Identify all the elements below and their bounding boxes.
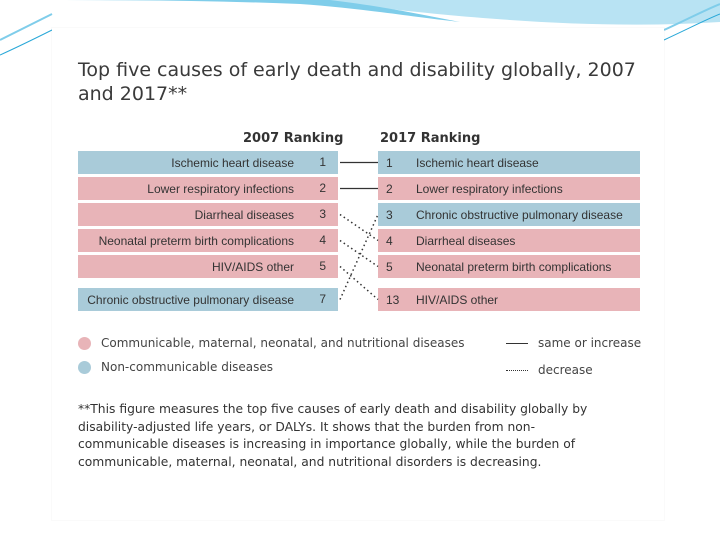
right-item-1: 1 Ischemic heart disease <box>378 151 640 174</box>
right-item-label: Diarrheal diseases <box>416 233 516 248</box>
legend-communicable-label: Communicable, maternal, neonatal, and nu… <box>101 336 465 350</box>
right-item-2: 2 Lower respiratory infections <box>378 177 640 200</box>
left-item-label: HIV/AIDS other <box>211 259 294 274</box>
left-item-2: Lower respiratory infections 2 <box>78 177 338 200</box>
left-item-rank: 4 <box>319 233 326 247</box>
left-item-3: Diarrheal diseases 3 <box>78 203 338 226</box>
right-item-3: 3 Chronic obstructive pulmonary disease <box>378 203 640 226</box>
right-item-rank: 13 <box>386 292 400 307</box>
left-item-1: Ischemic heart disease 1 <box>78 151 338 174</box>
right-item-rank: 2 <box>386 181 393 196</box>
legend-same-or-increase-label: same or increase <box>538 336 642 350</box>
left-item-6: Chronic obstructive pulmonary disease 7 <box>78 288 338 311</box>
dotted-line-sample <box>506 369 528 371</box>
left-item-rank: 2 <box>319 181 326 195</box>
right-item-rank: 5 <box>386 259 393 274</box>
legend-communicable: Communicable, maternal, neonatal, and nu… <box>78 336 465 350</box>
right-item-rank: 4 <box>386 233 393 248</box>
right-item-label: Chronic obstructive pulmonary disease <box>416 207 623 222</box>
right-item-6: 13 HIV/AIDS other <box>378 288 640 311</box>
right-item-label: Lower respiratory infections <box>416 181 563 196</box>
right-item-label: HIV/AIDS other <box>416 292 499 307</box>
left-item-rank: 3 <box>319 207 326 221</box>
legend-decrease: decrease <box>506 363 593 377</box>
diagram-title: Top five causes of early death and disab… <box>78 59 636 105</box>
legend-decrease-label: decrease <box>538 363 593 377</box>
right-item-rank: 1 <box>386 155 393 170</box>
left-column-header: 2007 Ranking <box>243 131 344 146</box>
legend-same-or-increase: same or increase <box>506 336 641 350</box>
right-item-4: 4 Diarrheal diseases <box>378 229 640 252</box>
right-item-rank: 3 <box>386 207 393 222</box>
left-item-rank: 5 <box>319 259 326 273</box>
left-item-label: Ischemic heart disease <box>171 155 294 170</box>
left-item-label: Lower respiratory infections <box>147 181 294 196</box>
footnote: **This figure measures the top five caus… <box>78 402 588 469</box>
right-column-header: 2017 Ranking <box>380 131 481 146</box>
left-item-rank: 1 <box>319 155 326 169</box>
right-item-label: Ischemic heart disease <box>416 155 539 170</box>
left-item-4: Neonatal preterm birth complications 4 <box>78 229 338 252</box>
decorative-wave-header <box>0 0 720 56</box>
left-item-label: Diarrheal diseases <box>194 207 294 222</box>
legend-dot-communicable <box>78 336 91 350</box>
left-item-5: HIV/AIDS other 5 <box>78 255 338 278</box>
legend-dot-non-communicable <box>78 360 91 374</box>
solid-line-sample <box>506 342 528 344</box>
left-item-label: Neonatal preterm birth complications <box>98 233 294 248</box>
right-item-5: 5 Neonatal preterm birth complications <box>378 255 640 278</box>
legend-non-communicable: Non-communicable diseases <box>78 360 273 374</box>
right-item-label: Neonatal preterm birth complications <box>416 259 612 274</box>
left-item-label: Chronic obstructive pulmonary disease <box>87 292 294 307</box>
left-item-rank: 7 <box>319 292 326 306</box>
legend-non-communicable-label: Non-communicable diseases <box>101 360 274 374</box>
